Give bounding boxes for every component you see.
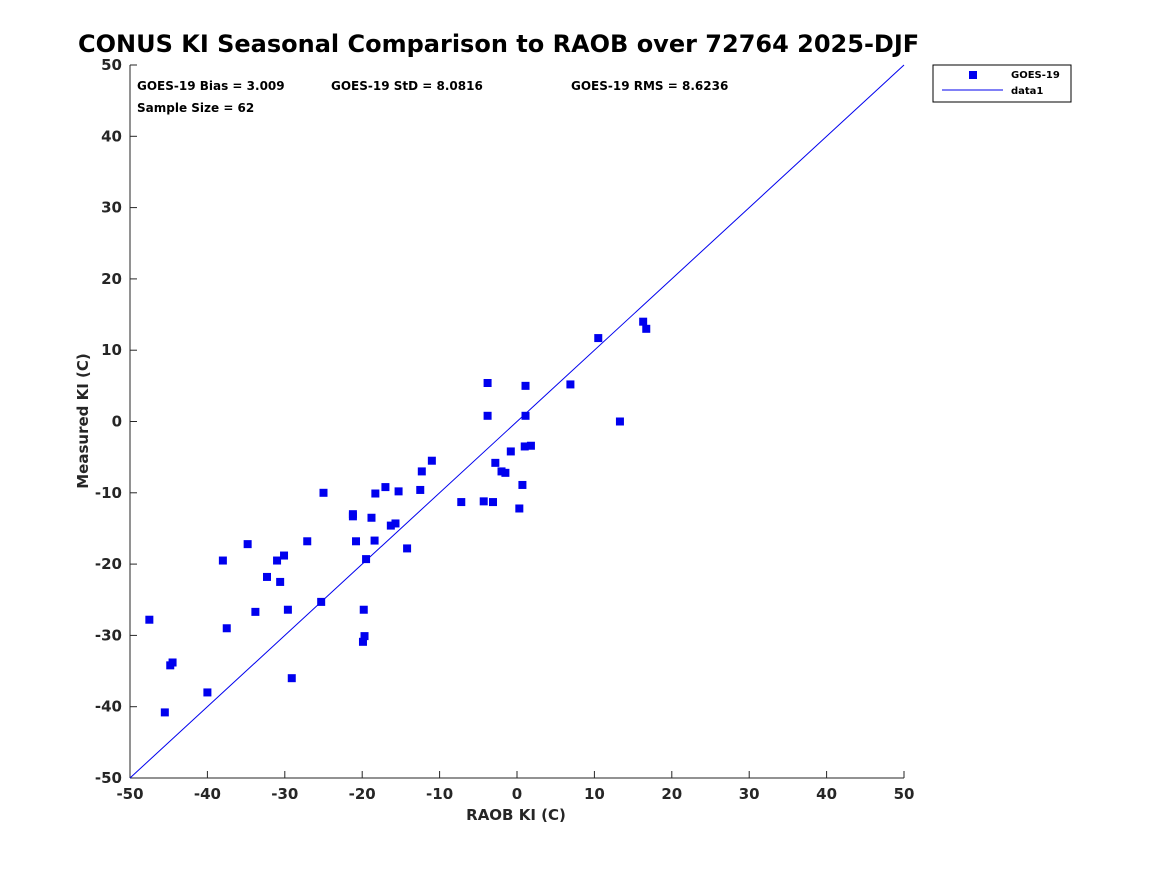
data-point (371, 489, 380, 498)
y-tick-label: -30 (95, 626, 122, 644)
legend: GOES-19 data1 (932, 64, 1072, 103)
tick-labels: -50 -40 -30 -20 -10 0 10 20 30 40 50 -50 -40 -30 -20 -1… (95, 56, 915, 803)
data-point (483, 411, 492, 420)
x-tick-label: -20 (349, 785, 376, 803)
data-point (394, 487, 403, 496)
stat-sample-size: Sample Size = 62 (137, 101, 254, 115)
data-point (521, 411, 530, 420)
data-point (359, 605, 368, 614)
data-point (358, 637, 367, 646)
data-point (479, 497, 488, 506)
data-point (262, 572, 271, 581)
data-point (483, 378, 492, 387)
x-tick-label: -40 (194, 785, 221, 803)
data-point (276, 577, 285, 586)
series-line-data1 (129, 64, 905, 779)
x-tick-label: 0 (512, 785, 522, 803)
data-point (319, 488, 328, 497)
y-tick-label: -20 (95, 555, 122, 573)
y-tick-label: 50 (101, 56, 122, 74)
data-point (352, 537, 361, 546)
legend-box (932, 64, 1072, 103)
data-point (287, 674, 296, 683)
data-point (243, 540, 252, 549)
data-point (218, 556, 227, 565)
data-point (515, 504, 524, 513)
data-point (615, 417, 624, 426)
data-point (362, 555, 371, 564)
data-point (348, 512, 357, 521)
data-point (457, 498, 466, 507)
data-point (283, 605, 292, 614)
data-point (317, 597, 326, 606)
y-tick-label: 0 (112, 413, 122, 431)
stat-std: GOES-19 StD = 8.0816 (331, 79, 483, 93)
data-point (160, 708, 169, 717)
data-point (526, 441, 535, 450)
data-point (416, 485, 425, 494)
x-tick-label: -10 (426, 785, 453, 803)
data-point (521, 381, 530, 390)
data-point (370, 536, 379, 545)
data-point (639, 317, 648, 326)
legend-label-data1: data1 (1011, 86, 1043, 97)
data-point (491, 458, 500, 467)
stat-bias: GOES-19 Bias = 3.009 (137, 79, 285, 93)
data-point (417, 467, 426, 476)
data-point (360, 632, 369, 641)
data-point (594, 334, 603, 343)
data-point (518, 480, 527, 489)
data-point (427, 456, 436, 465)
x-tick-label: 40 (816, 785, 837, 803)
data-point (222, 624, 231, 633)
data-point (489, 498, 498, 507)
data-point (506, 447, 515, 456)
y-tick-label: 10 (101, 341, 122, 359)
stat-rms: GOES-19 RMS = 8.6236 (571, 79, 728, 93)
y-tick-label: 20 (101, 270, 122, 288)
y-tick-label: -10 (95, 484, 122, 502)
x-tick-label: 20 (661, 785, 682, 803)
series-points-goes19 (145, 317, 651, 717)
data-point (367, 513, 376, 522)
data-point (520, 442, 529, 451)
data-point (386, 521, 395, 530)
x-tick-label: -50 (116, 785, 143, 803)
x-tick-label: 30 (739, 785, 760, 803)
data-point (391, 519, 400, 528)
y-tick-label: 30 (101, 199, 122, 217)
x-tick-label: 10 (584, 785, 605, 803)
data-point (501, 468, 510, 477)
legend-marker-goes19 (969, 71, 977, 79)
data-point (168, 658, 177, 667)
chart-title: CONUS KI Seasonal Comparison to RAOB ove… (78, 30, 919, 58)
data-point (203, 688, 212, 697)
data-point (642, 324, 651, 333)
data-point (566, 380, 575, 389)
x-tick-label: -30 (271, 785, 298, 803)
y-tick-label: -50 (95, 769, 122, 787)
y-tick-label: 40 (101, 127, 122, 145)
data-point (273, 556, 282, 565)
plot-area (129, 64, 905, 779)
legend-label-goes19: GOES-19 (1011, 70, 1060, 81)
data-point (381, 483, 390, 492)
data-point (145, 615, 154, 624)
y-axis-label: Measured KI (C) (74, 353, 92, 489)
data-point (403, 544, 412, 553)
data-point (280, 551, 289, 560)
x-tick-label: 50 (894, 785, 915, 803)
x-axis-label: RAOB KI (C) (466, 806, 566, 824)
data-point (251, 607, 260, 616)
y-tick-label: -40 (95, 698, 122, 716)
axes (129, 64, 905, 779)
data-point (303, 537, 312, 546)
